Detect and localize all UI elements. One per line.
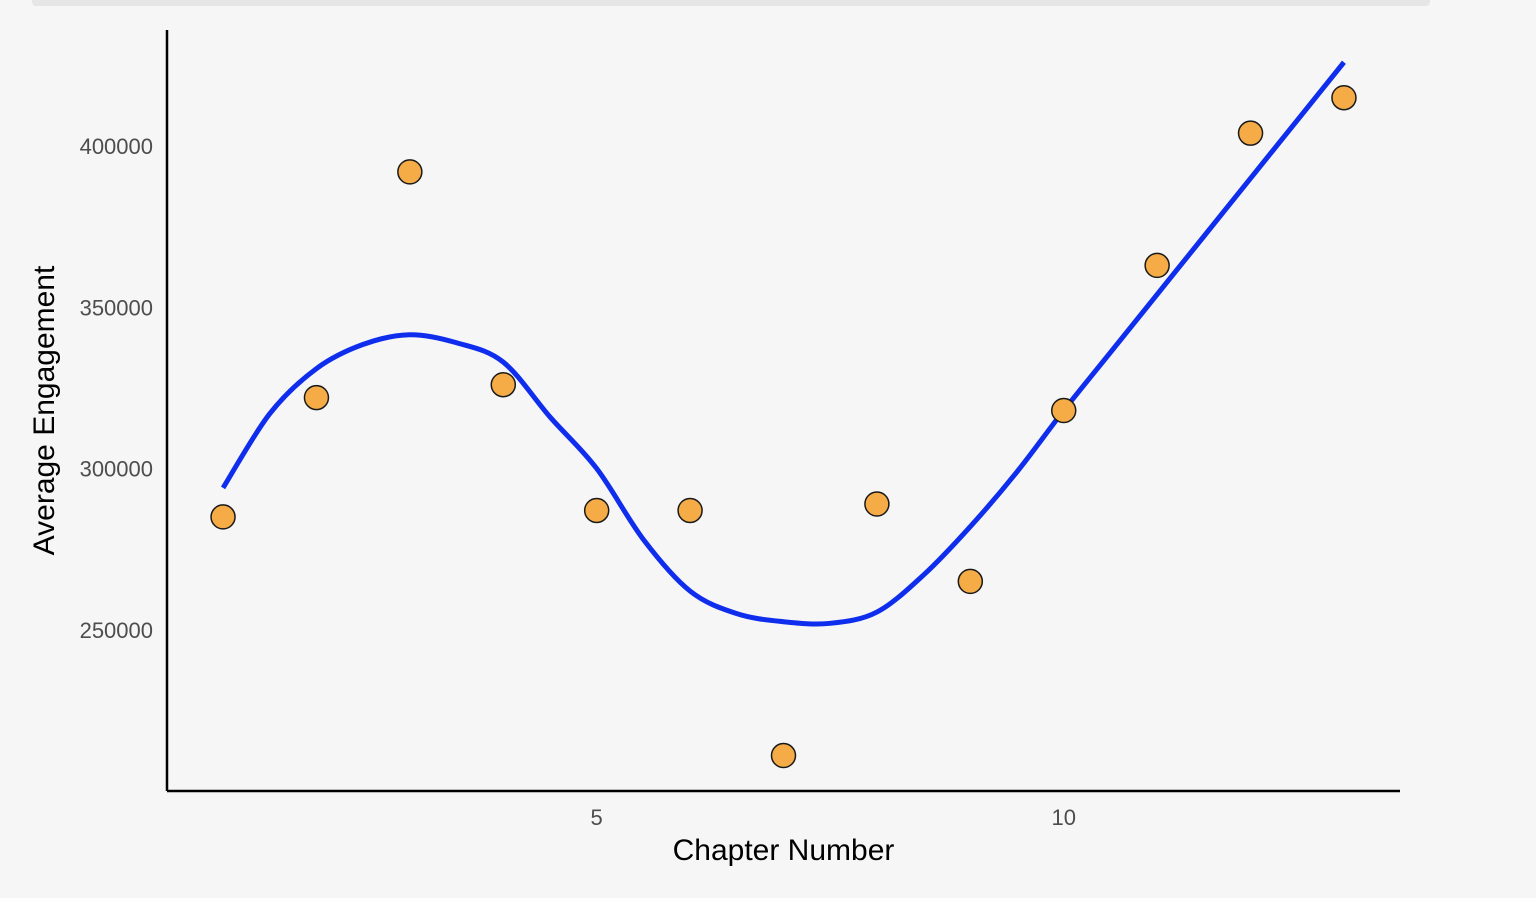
- y-tick-label: 250000: [80, 618, 153, 643]
- data-point: [1237, 120, 1264, 146]
- data-point: [583, 497, 610, 524]
- data-point: [1050, 397, 1077, 424]
- x-axis-title: Chapter Number: [673, 834, 895, 867]
- y-tick-label: 400000: [80, 134, 153, 159]
- data-point: [770, 742, 797, 769]
- data-point: [1144, 252, 1170, 279]
- axes: [165, 30, 1400, 793]
- smooth-curve-layer: [220, 60, 1346, 627]
- smooth-trend-line: [220, 60, 1346, 627]
- y-tick-label: 350000: [80, 295, 153, 320]
- data-point: [864, 491, 890, 517]
- top-panel-strip: [32, 0, 1430, 6]
- y-axis-title: Average Engagement: [28, 265, 61, 555]
- data-point: [397, 159, 423, 185]
- data-point: [957, 568, 984, 595]
- y-tick-label: 300000: [80, 457, 153, 482]
- x-tick-label: 10: [1051, 805, 1075, 830]
- data-point: [677, 497, 703, 524]
- labels-layer: 5 10 250000 300000 350000 400000 Chapter Numbe…: [28, 134, 1076, 867]
- data-point: [210, 504, 236, 530]
- data-point: [490, 371, 517, 398]
- x-tick-label: 5: [591, 805, 603, 830]
- points-layer: [210, 84, 1357, 769]
- data-point: [1331, 84, 1357, 111]
- data-point: [303, 384, 330, 411]
